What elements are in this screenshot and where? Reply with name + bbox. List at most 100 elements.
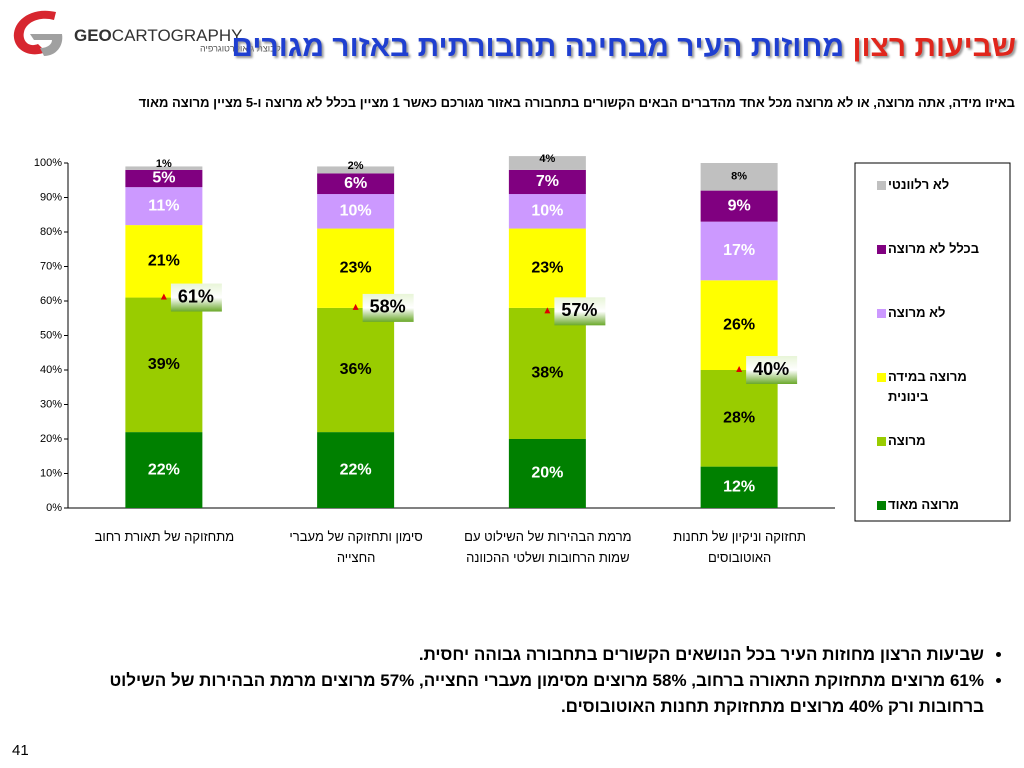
callout-box (170, 283, 222, 312)
legend-label: לא מרוצה (888, 305, 946, 320)
legend-swatch (877, 181, 886, 190)
bullet: 61% מרוצים מתחזוקת התאורה ברחוב, 58% מרו… (84, 668, 984, 720)
x-tick-label: מתחזוקה של תאורת רחוב (94, 529, 235, 544)
combined-marker (544, 307, 551, 314)
data-label: 22% (148, 461, 180, 478)
bar-segment (317, 194, 395, 229)
bar-segment (700, 190, 778, 222)
data-label: 2% (348, 160, 364, 172)
data-label: 17% (723, 242, 755, 259)
title-part2: מחוזות העיר מבחינה תחבורתית באזור מגורים (231, 30, 845, 63)
bar-segment (125, 297, 203, 433)
page-number: 41 (12, 742, 29, 759)
data-label: 5% (152, 170, 175, 187)
data-label: 10% (531, 203, 563, 220)
bar-segment (700, 221, 778, 281)
bullet: שביעות הרצון מחוזות העיר בכל הנושאים הקש… (84, 642, 984, 668)
title-part1: שביעות רצון (852, 30, 1016, 63)
bar-segment (508, 156, 586, 170)
data-label: 20% (531, 465, 563, 482)
bar-segment (508, 194, 586, 229)
slide-title: שביעות רצון מחוזות העיר מבחינה תחבורתית … (231, 30, 1016, 64)
callout-label: 57% (561, 300, 597, 320)
combined-marker (160, 293, 167, 300)
combined-marker (352, 303, 359, 310)
logo-swirl-shadow (30, 34, 63, 56)
x-tick-label: סימון ותחזוקה של מעברי החצייה (289, 529, 423, 565)
data-label: 36% (340, 361, 372, 378)
logo-brand-bold: GEO (74, 26, 112, 45)
callout-box (746, 356, 798, 384)
legend-label: בכלל לא מרוצה (888, 241, 980, 256)
legend-swatch (877, 373, 886, 382)
data-label: 39% (148, 356, 180, 373)
bar-segment (508, 307, 586, 439)
callout-box (362, 293, 414, 322)
bar-segment (508, 228, 586, 308)
bar-segment (700, 466, 778, 508)
callout-label: 61% (178, 286, 214, 306)
logo-swirl (13, 10, 56, 55)
data-label: 1% (156, 158, 172, 170)
bullets: שביעות הרצון מחוזות העיר בכל הנושאים הקש… (84, 642, 1002, 720)
y-tick-label: 90% (40, 191, 62, 203)
data-label: 4% (539, 153, 555, 165)
bar-segment (125, 432, 203, 508)
y-tick-label: 80% (40, 226, 62, 238)
y-tick-label: 70% (40, 260, 62, 272)
bar-segment (317, 166, 395, 174)
y-tick-label: 10% (40, 467, 62, 479)
y-tick-label: 30% (40, 398, 62, 410)
legend-swatch (877, 437, 886, 446)
bar-segment (317, 307, 395, 433)
callout-label: 58% (370, 297, 406, 317)
data-label: 38% (531, 365, 563, 382)
callout-label: 40% (753, 359, 789, 379)
y-tick-label: 50% (40, 329, 62, 341)
data-label: 12% (723, 479, 755, 496)
data-label: 26% (723, 316, 755, 333)
logo-tagline: קבוצת גיאוקרטוגרפיה (200, 43, 281, 53)
legend-label: מרוצה (888, 433, 926, 448)
y-tick-label: 40% (40, 364, 62, 376)
bar-segment (125, 169, 203, 188)
bar-segment (700, 370, 778, 467)
bar-segment (125, 187, 203, 226)
data-label: 28% (723, 410, 755, 427)
y-tick-label: 60% (40, 295, 62, 307)
chart-subtitle: באיזו מידה, אתה מרוצה, או לא מרוצה מכל א… (138, 95, 1015, 110)
y-tick-label: 100% (34, 157, 62, 169)
bar-segment (508, 169, 586, 195)
data-label: 22% (340, 461, 372, 478)
bar-segment (125, 166, 203, 170)
bar-segment (700, 163, 778, 191)
data-label: 6% (344, 175, 367, 192)
legend-swatch (877, 309, 886, 318)
data-label: 23% (531, 259, 563, 276)
legend-label: מרוצה מאוד (888, 497, 959, 512)
legend-label: מרוצה במידה בינונית (888, 369, 967, 404)
data-label: 10% (340, 203, 372, 220)
callout-box (554, 297, 606, 326)
y-tick-label: 0% (46, 502, 62, 514)
bar-segment (508, 439, 586, 508)
data-label: 21% (148, 253, 180, 270)
legend-box (854, 162, 1011, 522)
combined-marker (736, 366, 743, 372)
bar-segment (700, 280, 778, 370)
legend-swatch (877, 501, 886, 510)
bar-segment (317, 173, 395, 195)
data-label: 9% (728, 197, 751, 214)
x-tick-label: תחזוקה וניקיון של תחנות האוטובוסים (673, 529, 807, 565)
x-tick-label: מרמת הבהירות של השילוט עם שמות הרחובות ו… (464, 529, 632, 565)
legend-swatch (877, 245, 886, 254)
data-label: 7% (536, 173, 559, 190)
data-label: 11% (148, 197, 179, 214)
data-label: 23% (340, 259, 372, 276)
data-label: 8% (731, 171, 747, 183)
bar-segment (317, 432, 395, 508)
y-tick-label: 20% (40, 433, 62, 445)
logo-brand: GEOCARTOGRAPHY (74, 26, 242, 45)
